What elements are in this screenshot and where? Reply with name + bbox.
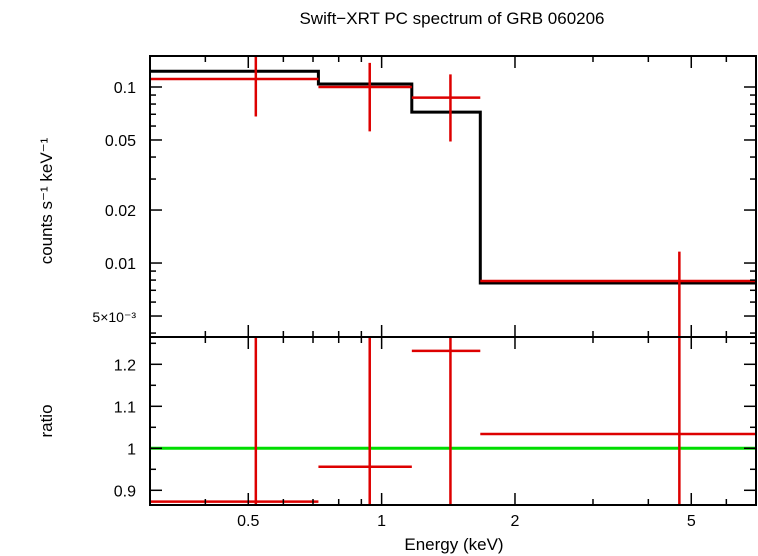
top-y-axis-label: counts s⁻¹ keV⁻¹	[37, 137, 56, 264]
ratio-frame	[149, 336, 757, 506]
bottom-y-axis-label: ratio	[37, 404, 56, 437]
y-tick-label: 1.2	[114, 357, 136, 374]
y-tick-label: 0.1	[114, 80, 136, 97]
x-tick-label: 0.5	[237, 513, 259, 530]
ratio-data-point	[318, 337, 412, 505]
x-tick-label: 1	[377, 513, 386, 530]
spectrum-y-ticks: 0.1 0.05 0.02 0.01 5×10⁻³	[92, 80, 756, 334]
spectrum-data-point	[480, 251, 756, 337]
ratio-y-ticks: 0.9 1 1.1 1.2	[114, 342, 756, 500]
spectrum-data-point	[150, 55, 319, 117]
ratio-data-point	[411, 337, 481, 505]
y-tick-label: 0.01	[105, 256, 136, 273]
x-ticks: 0.5 1 2 5	[149, 56, 757, 530]
spectrum-panel	[150, 55, 756, 337]
y-tick-label: 5×10⁻³	[92, 309, 136, 325]
chart-title: Swift−XRT PC spectrum of GRB 060206	[299, 9, 604, 28]
ratio-data-point	[480, 337, 756, 505]
ratio-panel	[150, 337, 756, 505]
y-tick-label: 1.1	[114, 399, 136, 416]
x-tick-label: 2	[511, 513, 520, 530]
plot-area: 0.5 1 2 5 0.1 0.05 0.02 0.01 5×10⁻³ 0.9 1 1.1 1.2	[92, 55, 757, 530]
spectrum-data-point	[318, 62, 412, 132]
model-step-line	[150, 69, 756, 285]
y-tick-label: 0.9	[114, 483, 136, 500]
x-tick-label: 5	[687, 513, 696, 530]
x-axis-label: Energy (keV)	[404, 535, 503, 554]
y-tick-label: 0.02	[105, 203, 136, 220]
ratio-data-point	[150, 337, 319, 505]
spectrum-data-point	[411, 74, 481, 142]
y-tick-label: 0.05	[105, 133, 136, 150]
y-tick-label: 1	[127, 441, 136, 458]
